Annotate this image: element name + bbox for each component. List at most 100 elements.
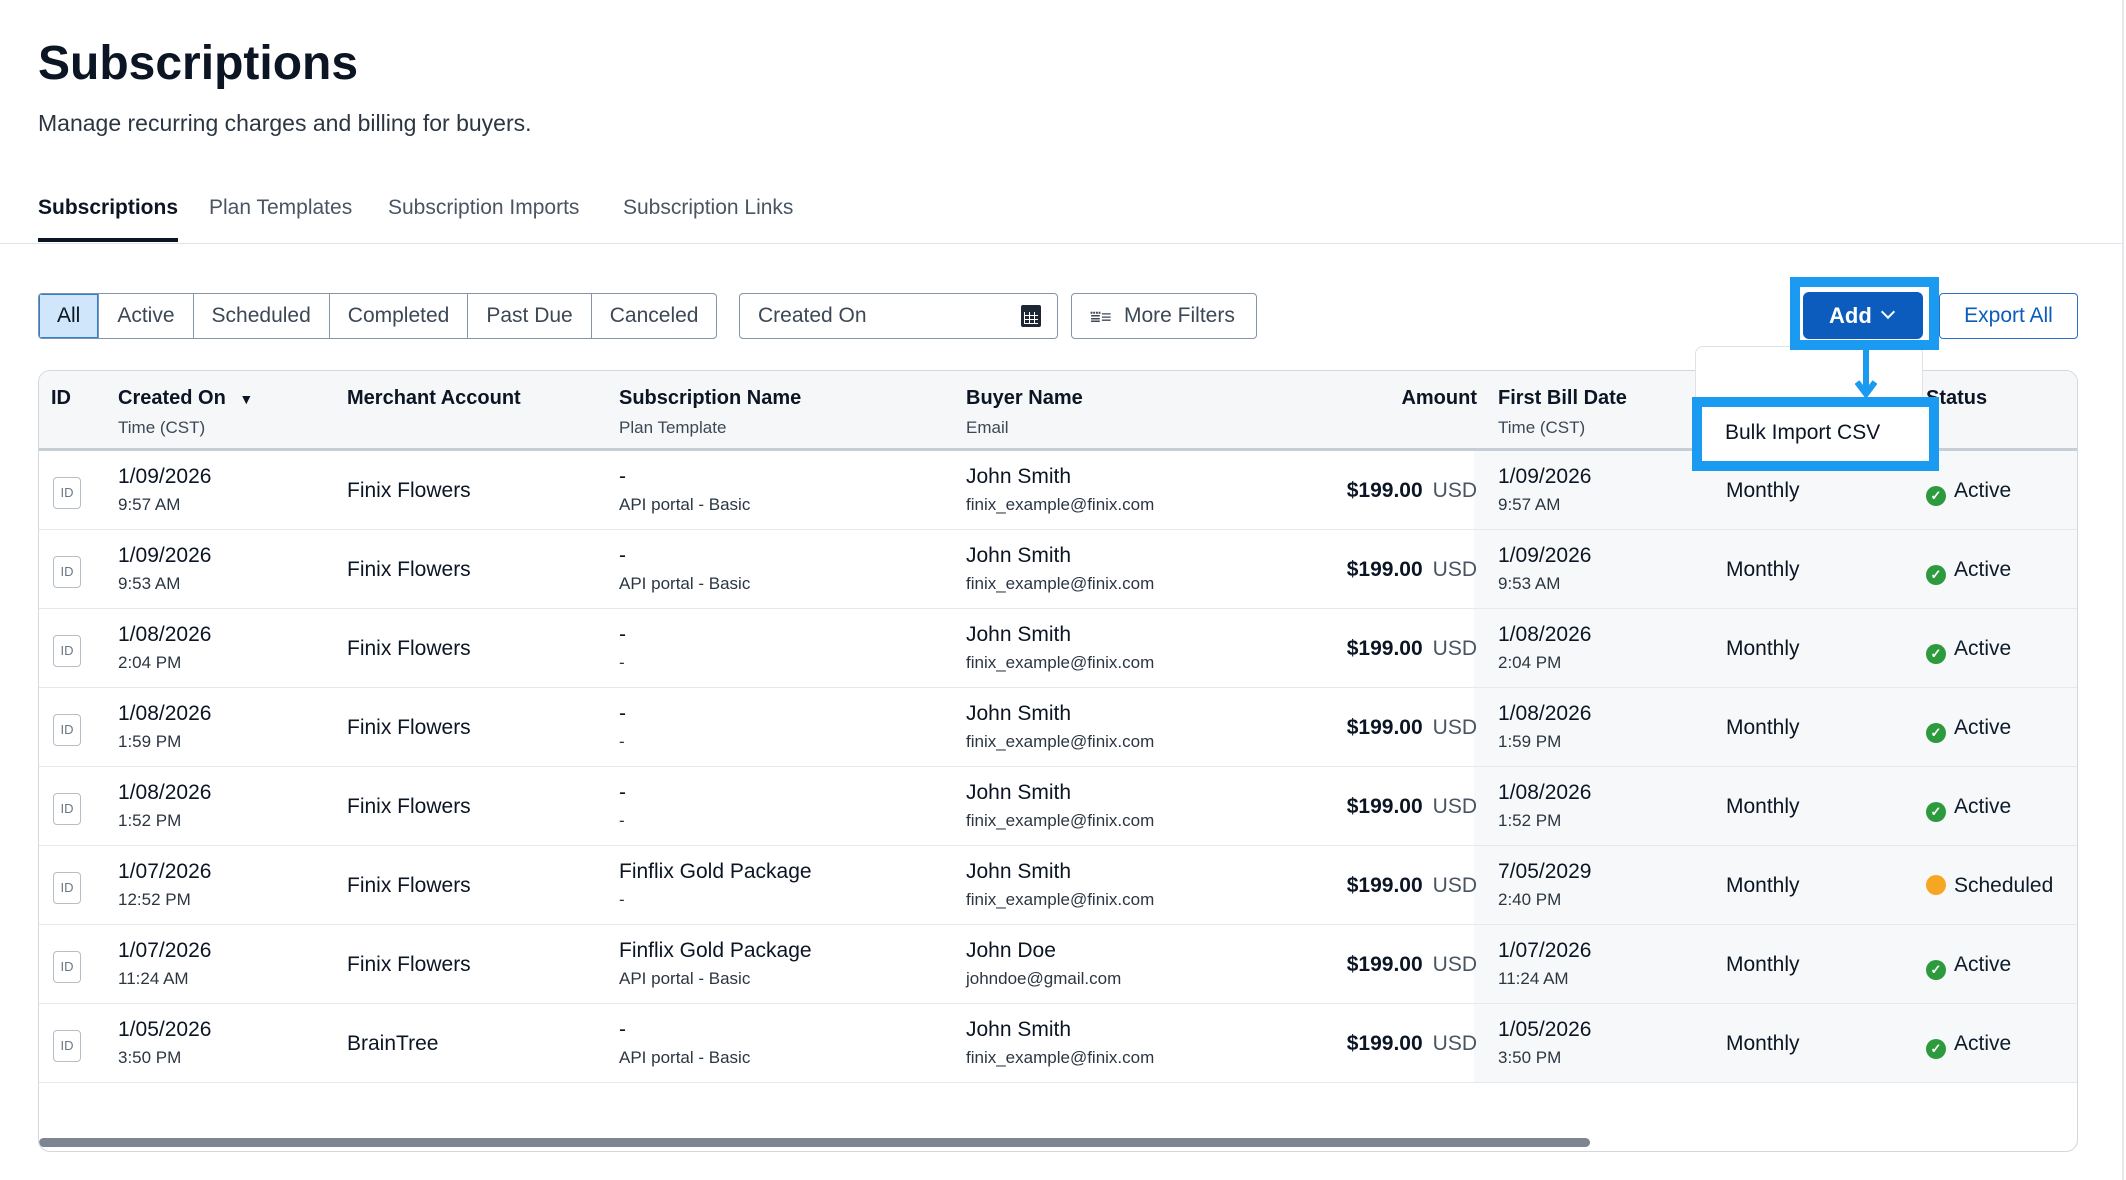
bill-date: 1/08/2026 <box>1498 781 1592 804</box>
add-button[interactable]: Add <box>1803 292 1923 339</box>
subscription-name: - <box>619 544 626 567</box>
first-bill-shade <box>1474 925 2077 1003</box>
created-on-date-filter[interactable]: Created On <box>739 293 1058 339</box>
buyer-email: finix_example@finix.com <box>966 1048 1155 1067</box>
created-cell: 1/08/2026 2:04 PM <box>118 623 211 673</box>
subscription-cell: - API portal - Basic <box>619 465 750 515</box>
page-subtitle: Manage recurring charges and billing for… <box>38 110 532 136</box>
sort-desc-icon[interactable]: ▼ <box>239 391 254 407</box>
created-cell: 1/08/2026 1:52 PM <box>118 781 211 831</box>
subscription-cell: -- <box>619 781 626 831</box>
amount-currency: USD <box>1432 716 1477 739</box>
id-badge[interactable]: ID <box>53 1030 81 1062</box>
plan-template: API portal - Basic <box>619 574 751 593</box>
horizontal-scrollbar[interactable] <box>39 1138 1590 1147</box>
filter-active[interactable]: Active <box>98 294 192 338</box>
created-cell: 1/09/2026 9:57 AM <box>118 465 211 515</box>
id-badge[interactable]: ID <box>53 477 81 509</box>
amount-value: $199.00 <box>1346 953 1423 976</box>
plan-template: API portal - Basic <box>619 495 751 514</box>
tab-subscriptions[interactable]: Subscriptions <box>38 196 179 242</box>
subscription-name: - <box>619 702 626 725</box>
subscription-name: - <box>619 623 626 646</box>
id-badge[interactable]: ID <box>53 951 81 983</box>
plan-template: API portal - Basic <box>619 969 751 988</box>
tab-plan-templates[interactable]: Plan Templates <box>209 196 353 219</box>
table-row[interactable]: ID 1/08/2026 1:59 PM Finix Flowers -- Joh… <box>39 688 2077 767</box>
created-time: 11:24 AM <box>118 969 189 988</box>
amount-cell: $199.00 USD <box>1347 874 1477 898</box>
table-row[interactable]: ID 1/07/2026 11:24 AM Finix Flowers Finfl… <box>39 925 2077 1004</box>
status-badge: ✓ Active <box>1926 558 2011 585</box>
created-cell: 1/07/2026 12:52 PM <box>118 860 211 910</box>
subscription-cell: - API portal - Basic <box>619 544 750 594</box>
buyer-cell: John Smith finix_example@finix.com <box>966 860 1154 910</box>
created-time: 1:59 PM <box>118 732 182 751</box>
arrow-down-icon <box>1855 350 1877 398</box>
filter-past-due[interactable]: Past Due <box>467 294 590 338</box>
col-created-on[interactable]: Created On ▼ Time (CST) <box>118 387 253 438</box>
bill-time: 2:40 PM <box>1498 890 1562 909</box>
export-all-button[interactable]: Export All <box>1939 293 2078 339</box>
status-text: Active <box>1954 479 2012 502</box>
buyer-cell: John Smith finix_example@finix.com <box>966 623 1154 673</box>
id-badge[interactable]: ID <box>53 714 81 746</box>
id-badge[interactable]: ID <box>53 556 81 588</box>
filter-canceled[interactable]: Canceled <box>590 294 717 338</box>
table-row[interactable]: ID 1/09/2026 9:53 AM Finix Flowers - API p… <box>39 530 2077 609</box>
tab-subscription-imports[interactable]: Subscription Imports <box>388 196 580 219</box>
buyer-email: finix_example@finix.com <box>966 890 1155 909</box>
tab-bar: Subscriptions Plan Templates Subscriptio… <box>0 190 2122 244</box>
id-badge[interactable]: ID <box>53 793 81 825</box>
col-subscription-name: Subscription Name Plan Template <box>619 387 801 438</box>
table-row[interactable]: ID 1/08/2026 1:52 PM Finix Flowers -- Joh… <box>39 767 2077 846</box>
id-badge[interactable]: ID <box>53 872 81 904</box>
amount-currency: USD <box>1432 874 1477 897</box>
page-edge <box>2122 0 2124 1180</box>
merchant-cell: Finix Flowers <box>347 558 471 581</box>
calendar-icon <box>1021 305 1041 327</box>
amount-value: $199.00 <box>1346 1032 1423 1055</box>
table-row[interactable]: ID 1/08/2026 2:04 PM Finix Flowers -- Joh… <box>39 609 2077 688</box>
filter-all[interactable]: All <box>39 294 99 338</box>
more-filters-label: More Filters <box>1124 304 1235 327</box>
buyer-name: John Smith <box>966 623 1072 646</box>
bill-time: 2:04 PM <box>1498 653 1562 672</box>
first-bill-shade <box>1474 1004 2077 1082</box>
table-row[interactable]: ID 1/07/2026 12:52 PM Finix Flowers Finfl… <box>39 846 2077 925</box>
first-bill-shade <box>1474 530 2077 608</box>
subscription-cell: -- <box>619 702 626 752</box>
status-badge: ✓ Active <box>1926 716 2011 743</box>
table-row[interactable]: ID 1/05/2026 3:50 PM BrainTree - API porta… <box>39 1004 2077 1083</box>
tab-subscription-links[interactable]: Subscription Links <box>623 196 794 219</box>
table-body: ID 1/09/2026 9:57 AM Finix Flowers - API p… <box>39 451 2077 1083</box>
filter-completed[interactable]: Completed <box>328 294 468 338</box>
check-circle-icon: ✓ <box>1926 486 1946 506</box>
created-time: 9:57 AM <box>118 495 181 514</box>
amount-cell: $199.00 USD <box>1347 637 1477 661</box>
col-buyer-label: Buyer Name <box>966 387 1083 409</box>
page-title: Subscriptions <box>38 37 359 90</box>
bill-date: 1/05/2026 <box>1498 1018 1592 1041</box>
frequency-cell: Monthly <box>1726 874 1800 897</box>
merchant-cell: Finix Flowers <box>347 874 471 897</box>
bill-time: 1:52 PM <box>1498 811 1562 830</box>
buyer-email: finix_example@finix.com <box>966 574 1155 593</box>
buyer-cell: John Smith finix_example@finix.com <box>966 544 1154 594</box>
amount-value: $199.00 <box>1346 558 1423 581</box>
filter-scheduled[interactable]: Scheduled <box>192 294 329 338</box>
bill-date: 7/05/2029 <box>1498 860 1592 883</box>
bulk-import-csv-item[interactable]: Bulk Import CSV <box>1725 421 1881 444</box>
subscription-name: - <box>619 781 626 804</box>
amount-cell: $199.00 USD <box>1347 479 1477 503</box>
more-filters-button[interactable]: ⩸≡ More Filters <box>1071 293 1257 339</box>
status-text: Scheduled <box>1954 874 2054 897</box>
status-badge: ✓ Active <box>1926 479 2011 506</box>
buyer-name: John Smith <box>966 544 1072 567</box>
col-status: Status <box>1926 387 1988 409</box>
first-bill-cell: 1/09/2026 9:53 AM <box>1498 544 1591 594</box>
check-circle-icon: ✓ <box>1926 802 1946 822</box>
first-bill-shade <box>1474 846 2077 924</box>
id-badge[interactable]: ID <box>53 635 81 667</box>
first-bill-shade <box>1474 688 2077 766</box>
